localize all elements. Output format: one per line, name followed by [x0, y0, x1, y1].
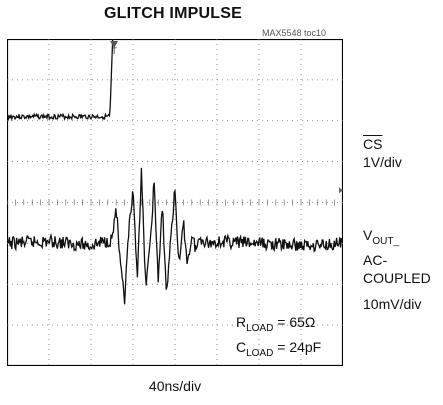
chart-title: GLITCH IMPULSE — [104, 5, 242, 22]
trigger-arrow — [110, 41, 119, 48]
cs-level-marker — [339, 187, 343, 194]
vout-trace-label: VOUT_ AC-COUPLED 10mV/div — [363, 226, 443, 313]
traces — [7, 39, 343, 305]
vout-name: VOUT_ — [363, 227, 400, 247]
cs-name: CS — [363, 136, 383, 152]
part-id-label: MAX5548 toc10 — [262, 28, 327, 38]
vout-scale: 10mV/div — [363, 295, 422, 312]
cload-label: CLOAD = 24pF — [236, 338, 322, 359]
vout-trace — [7, 167, 343, 305]
rload-label: RLOAD = 65Ω — [236, 314, 316, 334]
cs-trace-label: CS 1V/div — [363, 135, 402, 171]
trigger-letter: T — [111, 46, 117, 56]
load-conditions: RLOAD = 65Ω CLOAD = 24pF — [236, 313, 321, 363]
timebase-label: 40ns/div — [148, 378, 202, 394]
trigger-marker: T — [110, 41, 119, 56]
cs-trace — [7, 39, 114, 122]
grid — [7, 39, 343, 366]
oscilloscope-plot: T — [7, 39, 343, 366]
cs-scale: 1V/div — [363, 154, 402, 170]
vout-coupling: AC-COUPLED — [363, 251, 431, 286]
